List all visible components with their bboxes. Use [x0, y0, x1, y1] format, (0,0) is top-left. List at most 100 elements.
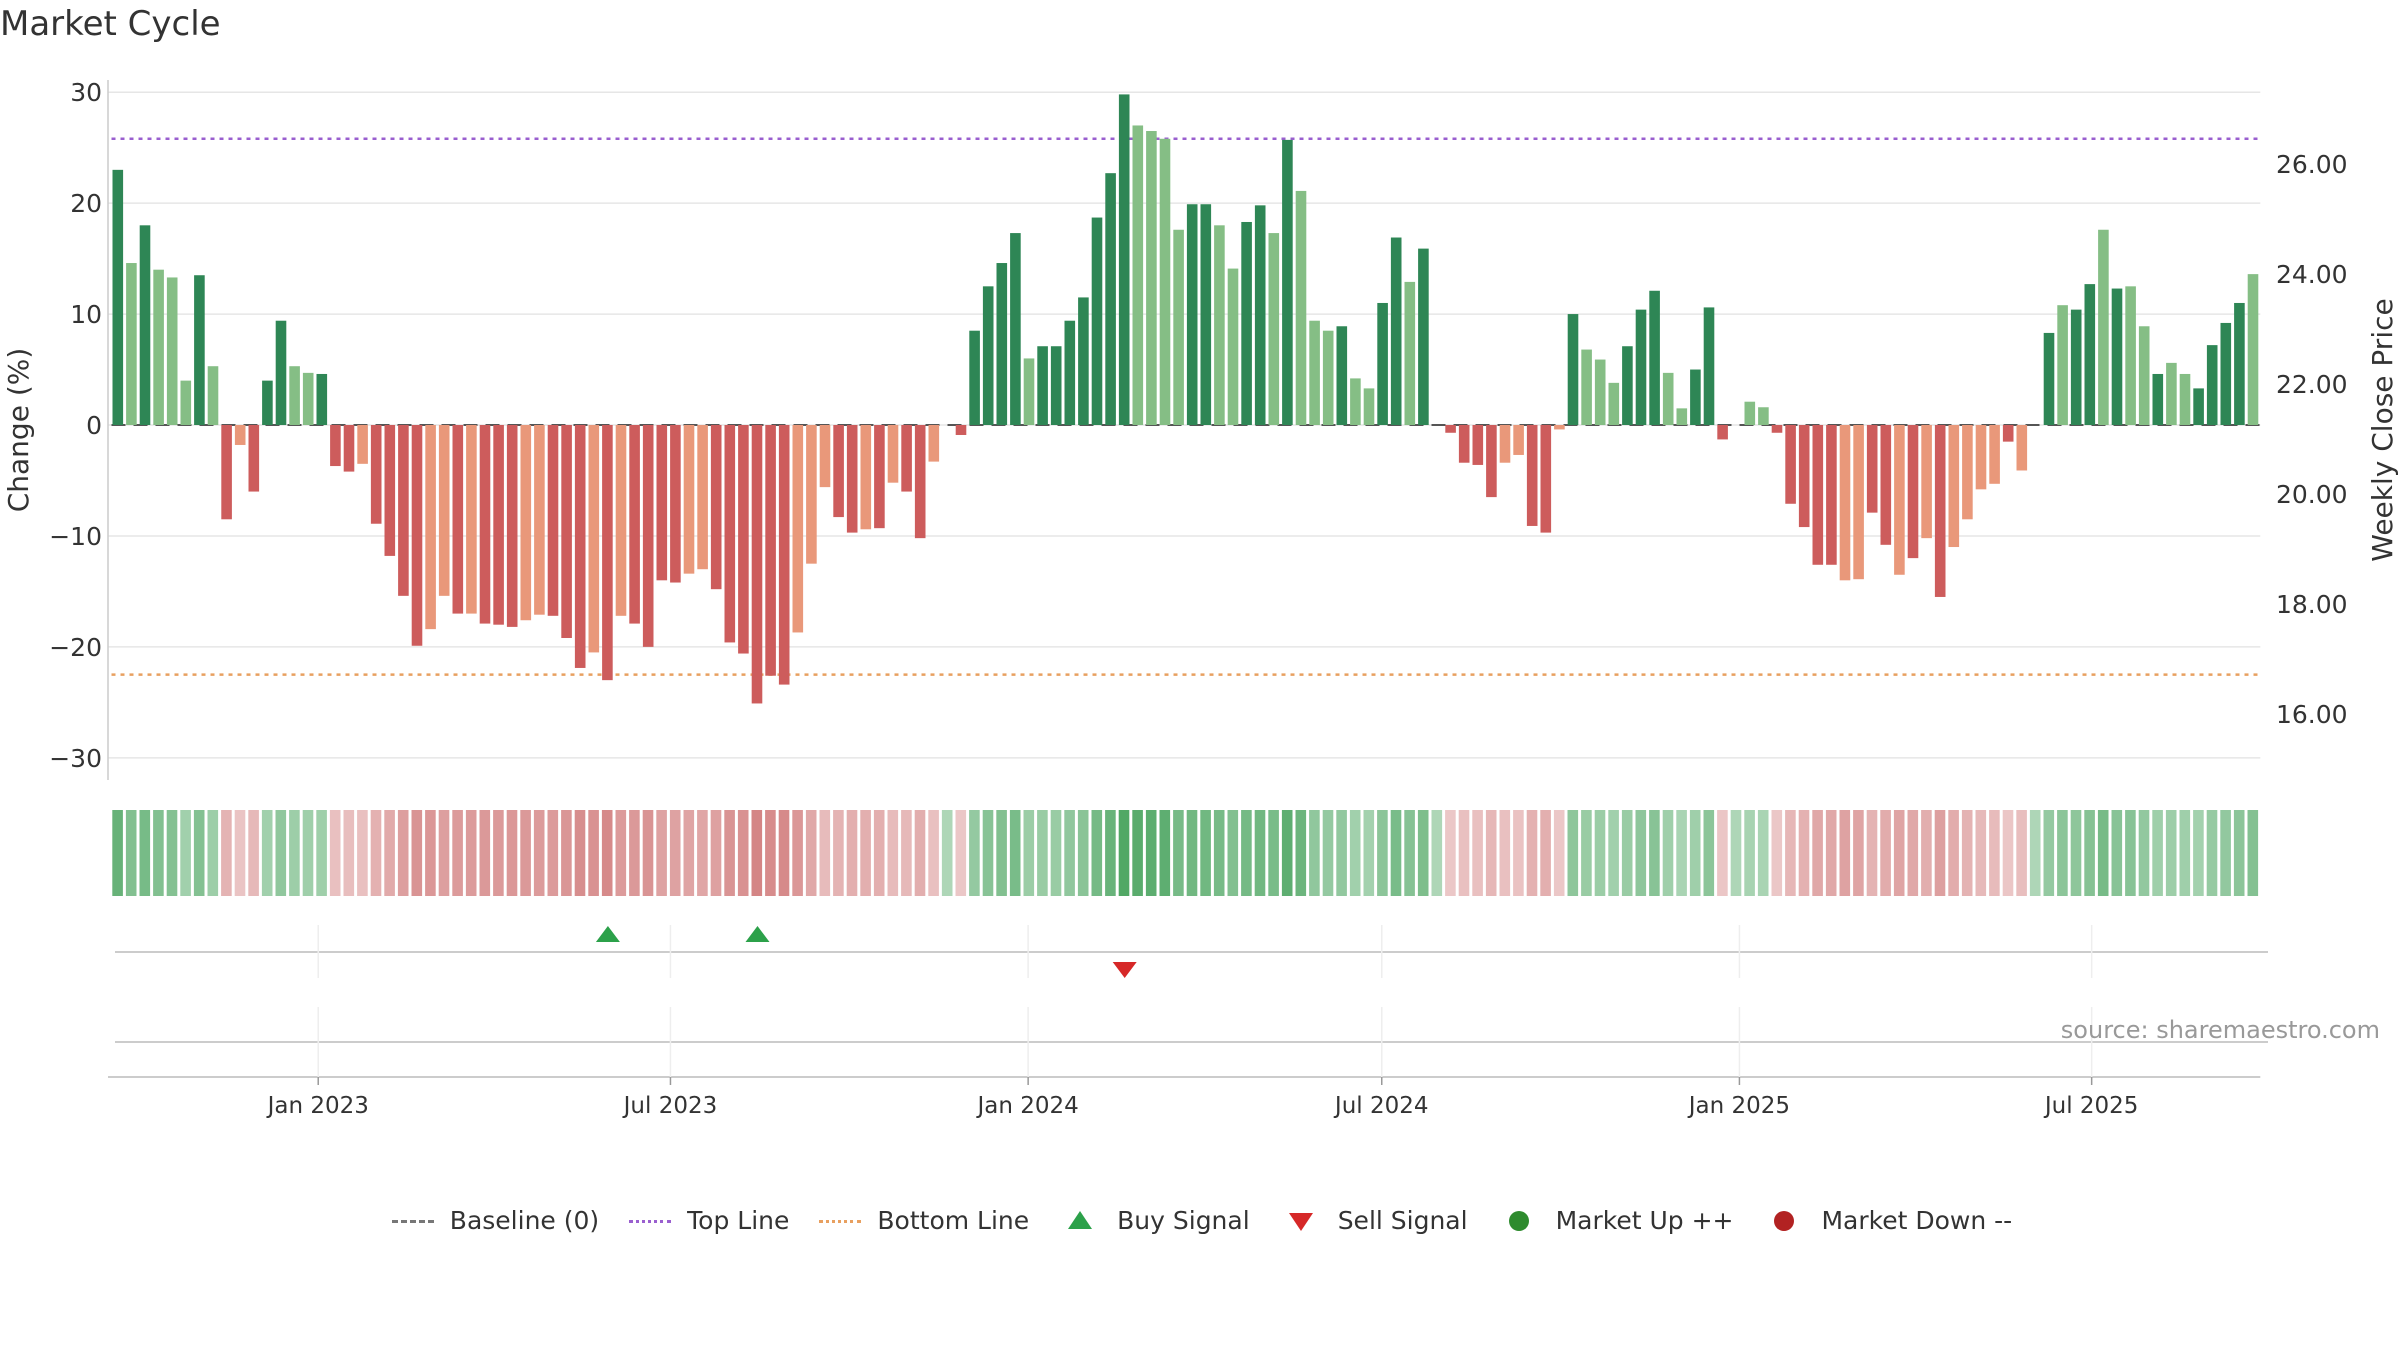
heat-cell [1064, 810, 1075, 896]
heat-cell [1798, 810, 1810, 896]
heat-cell [1377, 810, 1388, 896]
legend-symbol-icon [815, 1209, 865, 1233]
heat-cell [1105, 810, 1116, 896]
bar [2084, 284, 2096, 425]
heat-cell [1662, 810, 1674, 896]
heat-cell [397, 810, 409, 896]
heat-cell [724, 810, 735, 896]
x-tick-label: Jan 2023 [266, 1093, 369, 1119]
heat-strip [112, 810, 2259, 896]
bar [316, 373, 328, 425]
bar [1023, 358, 1035, 425]
heat-cell [765, 810, 776, 896]
heat-cell [588, 810, 599, 896]
heat-cell [1349, 810, 1361, 896]
bar [2043, 332, 2055, 425]
bar [1894, 425, 1905, 575]
bar [479, 425, 491, 624]
heat-cell [792, 810, 803, 896]
legend-symbol-icon [1276, 1209, 1326, 1233]
legend-symbol-icon [1494, 1209, 1544, 1233]
y2-tick-label: 22.00 [2276, 370, 2348, 399]
bar [1227, 268, 1239, 425]
bar [2138, 326, 2150, 425]
bar [411, 425, 423, 646]
heat-cell [411, 810, 423, 896]
y2-tick-label: 18.00 [2276, 590, 2348, 619]
bar-series [112, 94, 2259, 704]
bar [2247, 274, 2259, 425]
bar [207, 366, 219, 425]
bar [588, 425, 600, 653]
bar [1880, 425, 1892, 545]
bar [1186, 204, 1198, 425]
heat-cell [833, 810, 844, 896]
heat-cell [357, 810, 368, 896]
bar [1744, 401, 1756, 425]
bar [180, 380, 192, 425]
bar [139, 225, 151, 425]
heat-cell [125, 810, 137, 896]
heat-cell [1431, 810, 1443, 896]
bar [398, 425, 409, 596]
heat-cell [193, 810, 205, 896]
bar [2220, 322, 2232, 425]
bar [765, 425, 776, 676]
heat-cell [561, 810, 572, 896]
bar [1934, 425, 1946, 597]
bar [1200, 204, 1212, 425]
heat-cell [955, 810, 967, 896]
bar [710, 425, 722, 590]
heat-cell [1581, 810, 1592, 896]
heat-cell [1730, 810, 1742, 896]
heat-cell [139, 810, 151, 896]
legend-label: Market Down -- [1821, 1206, 2013, 1235]
bar [642, 425, 654, 647]
heat-cell [1336, 810, 1347, 896]
y2-tick-label: 26.00 [2276, 150, 2348, 179]
legend-item: Market Up ++ [1494, 1206, 1733, 1235]
legend-item: Buy Signal [1055, 1206, 1250, 1235]
heat-cell [493, 810, 504, 896]
bar [901, 425, 912, 492]
bar [1268, 233, 1280, 425]
bar [1132, 125, 1144, 425]
heat-cell [289, 810, 300, 896]
legend-item: Sell Signal [1276, 1206, 1468, 1235]
legend-label: Buy Signal [1117, 1206, 1250, 1235]
heat-cell [1526, 810, 1538, 896]
y-tick-label: −10 [49, 522, 102, 551]
bar [534, 425, 545, 615]
bar [343, 425, 355, 472]
heat-cell [1281, 810, 1293, 896]
bar [1445, 425, 1456, 433]
bar [1826, 425, 1837, 565]
bar [738, 425, 749, 654]
bar [1758, 407, 1769, 425]
bar [1513, 425, 1524, 455]
bar [1010, 233, 1021, 425]
heat-cell [1717, 810, 1728, 896]
bar [1350, 378, 1361, 425]
heat-cell [1472, 810, 1483, 896]
heat-cell [656, 810, 667, 896]
bar [1989, 425, 2000, 484]
heat-cell [1145, 810, 1157, 896]
heat-cell [533, 810, 545, 896]
bar [846, 425, 858, 533]
bar [1907, 425, 1919, 559]
heat-cell [479, 810, 491, 896]
heat-cell [642, 810, 654, 896]
y2-axis-label: Weekly Close Price [2366, 298, 2399, 561]
market-cycle-chart: 30 20 10 0 −10 −20 −30 26.00 24.00 22.00 20.00 18.0… [2, 78, 2399, 1119]
bar [425, 425, 436, 630]
heat-cell [1037, 810, 1048, 896]
heat-cell [1689, 810, 1701, 896]
bar [1526, 425, 1538, 526]
x-tick-label: Jul 2023 [622, 1093, 718, 1119]
heat-cell [1553, 810, 1565, 896]
bar [234, 425, 246, 445]
bar [683, 425, 695, 574]
bar [1363, 388, 1375, 425]
heat-cell [2111, 810, 2123, 896]
